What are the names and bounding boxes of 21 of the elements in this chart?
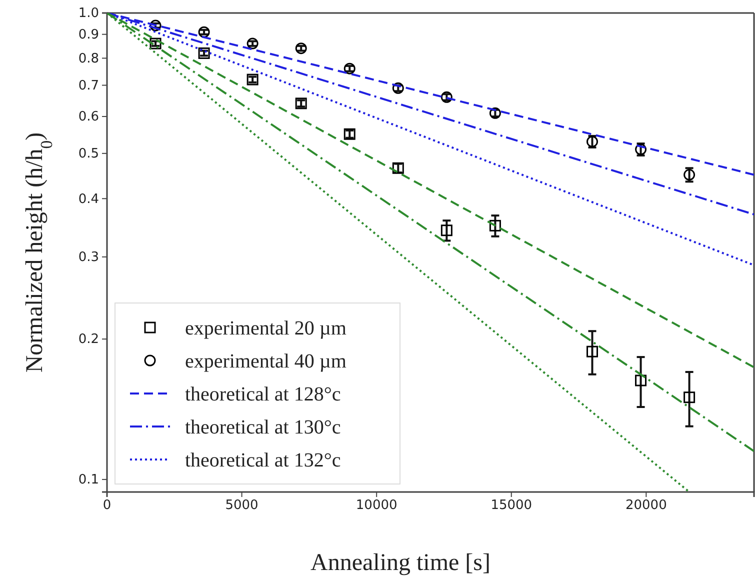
y-tick-label: 0.6 xyxy=(78,110,99,125)
y-tick-label: 0.7 xyxy=(78,78,99,94)
x-tick-label: 10000 xyxy=(356,498,398,514)
x-tick-label: 20000 xyxy=(625,498,667,514)
legend-label: experimental 40 µm xyxy=(185,350,347,372)
y-tick-label: 0.3 xyxy=(78,250,99,266)
y-tick-label: 0.1 xyxy=(78,472,99,488)
x-tick-label: 15000 xyxy=(490,498,532,514)
legend-label: theoretical at 132°c xyxy=(185,450,341,472)
y-tick-label: 0.4 xyxy=(78,192,99,207)
y-tick-label: 1.0 xyxy=(78,6,99,22)
legend-label: experimental 20 µm xyxy=(185,318,347,340)
x-tick-label: 5000 xyxy=(225,498,258,514)
legend-label: theoretical at 130°c xyxy=(185,416,341,438)
x-tick-label: 0 xyxy=(102,498,112,514)
y-tick-label: 0.9 xyxy=(78,28,99,43)
legend-label: theoretical at 128°c xyxy=(185,384,341,406)
y-tick-label: 0.2 xyxy=(78,332,99,348)
y-tick-label: 0.5 xyxy=(78,146,99,162)
y-tick-label: 0.8 xyxy=(78,51,99,66)
x-axis-title: Annealing time [s] xyxy=(310,550,490,576)
